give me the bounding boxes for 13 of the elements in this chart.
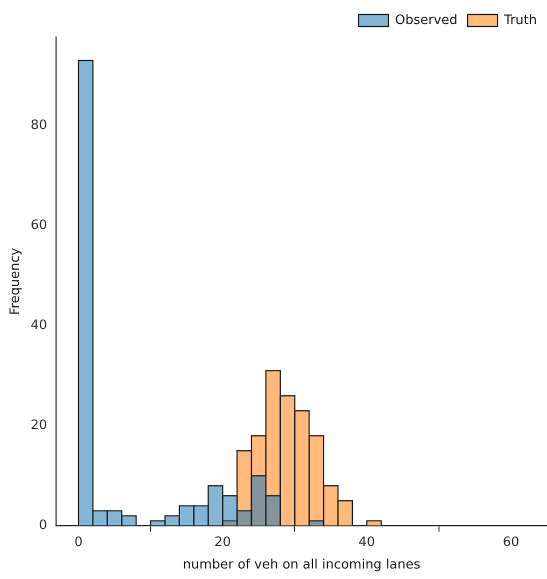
x-axis-title: number of veh on all incoming lanes: [182, 558, 421, 573]
x-tick-label: 20: [214, 534, 231, 550]
y-tick-label: 40: [30, 318, 48, 334]
x-tick-label: 40: [358, 534, 376, 550]
legend-label: Truth: [503, 12, 537, 28]
x-tick-label: 60: [502, 534, 520, 550]
x-tick-label: 0: [74, 534, 83, 550]
legend-label: Observed: [395, 12, 458, 28]
y-axis-title: Frequency: [8, 248, 24, 315]
y-tick-label: 0: [38, 518, 48, 534]
y-tick-label: 60: [30, 218, 48, 233]
y-tick-label: 20: [30, 418, 48, 434]
y-tick-label: 80: [30, 118, 48, 133]
